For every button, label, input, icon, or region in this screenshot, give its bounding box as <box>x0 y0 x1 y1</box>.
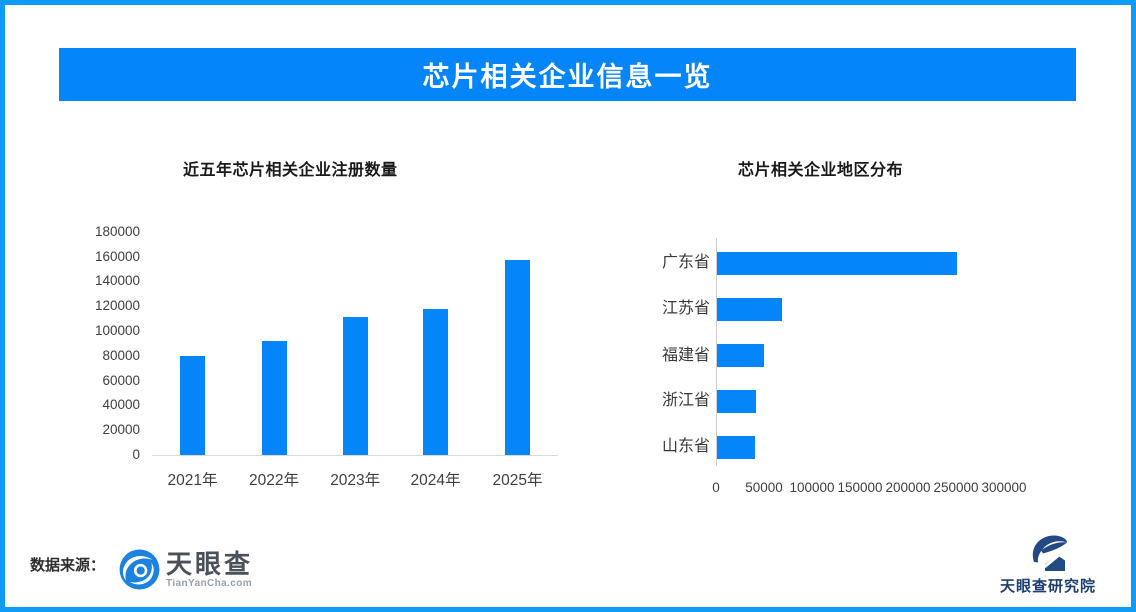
x-axis-tick-label: 250000 <box>933 480 979 495</box>
tianyancha-name: 天眼查 <box>166 548 254 579</box>
bar <box>505 259 530 455</box>
page-title: 芯片相关企业信息一览 <box>422 62 713 92</box>
tianyancha-logo: 天眼查 TianYanCha.com <box>119 549 253 590</box>
y-axis-tick-label: 160000 <box>94 248 140 264</box>
x-axis-tick-label: 100000 <box>789 480 835 495</box>
bar <box>717 251 957 275</box>
region-chart-title: 芯片相关企业地区分布 <box>738 162 904 179</box>
x-axis-category-label: 2023年 <box>330 472 381 489</box>
research-institute-logo: 天眼查研究院 <box>985 531 1111 596</box>
bar <box>717 389 757 413</box>
page-title-banner: 芯片相关企业信息一览 <box>59 48 1076 101</box>
y-axis-category-label: 福建省 <box>661 346 710 364</box>
tianyancha-wordmark: 天眼查 TianYanCha.com <box>166 551 253 589</box>
bar <box>717 297 783 321</box>
registrations-chart-title: 近五年芯片相关企业注册数量 <box>183 162 398 179</box>
x-axis-category-label: 2022年 <box>249 472 299 489</box>
y-axis-tick-label: 80000 <box>102 347 140 363</box>
bar <box>717 435 755 459</box>
x-axis-tick-label: 50000 <box>745 480 783 495</box>
x-axis-tick-label: 150000 <box>837 480 883 495</box>
x-axis-tick-label: 300000 <box>981 480 1027 495</box>
x-axis-tick-label: 200000 <box>885 480 931 495</box>
y-axis-category-label: 山东省 <box>661 438 710 456</box>
y-axis-category-label: 浙江省 <box>661 392 710 410</box>
registrations-bar-chart: 180000 160000 140000 120000 100000 80000 60000… <box>88 222 580 502</box>
y-axis-tick-label: 20000 <box>102 422 140 438</box>
x-axis-line <box>152 455 558 456</box>
x-axis-category-label: 2024年 <box>410 472 461 489</box>
region-bar-chart: 广东省江苏省福建省浙江省山东省 0 50000 100000 150000 200000 2… <box>640 228 1126 518</box>
bar <box>261 341 287 455</box>
x-axis-category-label: 2021年 <box>167 472 218 489</box>
bar <box>717 344 765 367</box>
y-axis-tick-label: 100000 <box>94 323 140 338</box>
y-axis-tick-label: 40000 <box>102 397 140 413</box>
data-source: 数据来源： 天眼查 TianYanCha.com <box>30 549 253 590</box>
bar <box>342 316 368 455</box>
research-institute-icon <box>1032 535 1068 571</box>
bar <box>423 309 448 455</box>
y-axis-category-label: 广东省 <box>661 254 710 271</box>
y-axis-tick-label: 120000 <box>94 298 140 314</box>
tianyancha-domain: TianYanCha.com <box>166 577 253 589</box>
y-axis-tick-label: 0 <box>132 447 140 462</box>
research-institute-name: 天眼查研究院 <box>999 578 1096 595</box>
bar <box>180 356 205 455</box>
y-axis-category-label: 江苏省 <box>661 300 710 317</box>
data-source-label: 数据来源： <box>30 557 106 574</box>
tianyancha-eye-icon <box>119 549 160 590</box>
y-axis-tick-label: 60000 <box>102 372 140 388</box>
x-axis-category-label: 2025年 <box>492 472 543 489</box>
y-axis-line <box>716 238 717 466</box>
y-axis-tick-label: 140000 <box>94 273 140 289</box>
x-axis-tick-label: 0 <box>712 480 720 495</box>
y-axis-tick-label: 180000 <box>94 223 140 239</box>
